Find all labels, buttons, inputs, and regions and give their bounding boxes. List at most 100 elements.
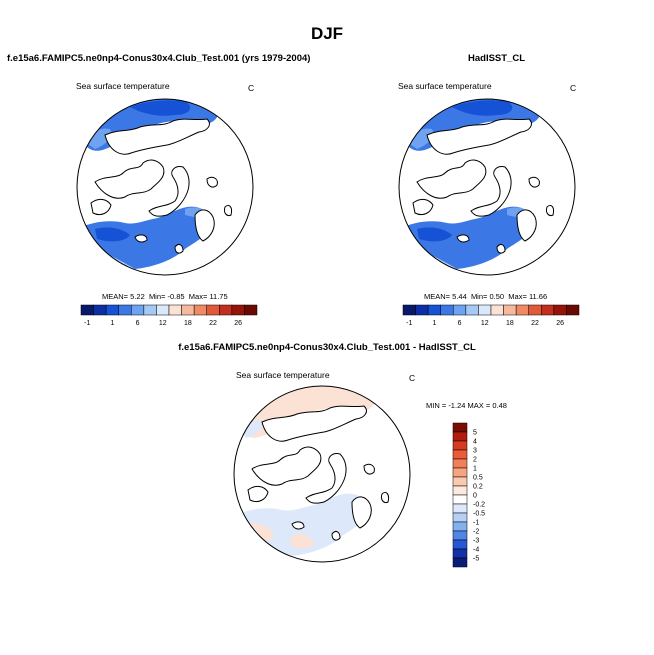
colorbar-swatch (118, 304, 132, 316)
colorbar-tick-label: 3 (473, 448, 477, 455)
colorbar-tick-label: -0.2 (473, 502, 485, 509)
coast-scandinavia (351, 496, 372, 529)
colorbar-swatch (105, 304, 119, 316)
colorbar-tick-label: 22 (531, 320, 539, 327)
map-border (398, 98, 576, 276)
colorbar-tick-label: -5 (473, 556, 479, 563)
colorbar-swatch (131, 304, 145, 316)
colorbar-swatch (553, 304, 567, 316)
colorbar-swatch (566, 304, 580, 316)
diff-north-pacific-negative (240, 420, 264, 438)
coast-hudson-bay (247, 485, 269, 503)
colorbar-swatch (503, 304, 517, 316)
coast-eurasia-north (426, 118, 532, 155)
colorbar-tick-label: 0 (473, 493, 477, 500)
coast-iceland (134, 234, 148, 243)
colorbar-swatch (465, 304, 479, 316)
coast-iceland (456, 234, 470, 243)
min-value: -1.24 (448, 401, 466, 410)
colorbar-tick-label: -1 (406, 320, 412, 327)
colorbar-swatch (452, 521, 468, 532)
coast-eurasia-north (261, 405, 367, 442)
coast-svalbard (363, 463, 375, 475)
max-label: Max= (508, 292, 527, 301)
max-value: 0.48 (492, 401, 507, 410)
colorbar-swatch (452, 467, 468, 478)
colorbar-swatch (219, 304, 233, 316)
coast-british-isles (174, 243, 184, 254)
panel-title-diff: f.e15a6.FAMIPC5.ne0np4-Conus30x4.Club_Te… (178, 342, 476, 353)
colorbar-swatch (452, 503, 468, 514)
variable-label-diff: Sea surface temperature (236, 370, 330, 380)
colorbar-tick-label: -4 (473, 547, 479, 554)
units-label-obs: C (570, 83, 577, 93)
colorbar-tick-label: -1 (84, 320, 90, 327)
coast-canadian-islands (416, 159, 487, 199)
colorbar-tick-label: 4 (473, 439, 477, 446)
colorbar-swatch (244, 304, 258, 316)
panel-title-obs: HadISST_CL (468, 53, 526, 64)
colorbar-tick-label: 12 (481, 320, 489, 327)
min-label: Min= (470, 292, 488, 301)
colorbar-tick-label: -3 (473, 538, 479, 545)
colorbar-tick-label: 2 (473, 457, 477, 464)
colorbar-swatch (415, 304, 429, 316)
colorbar-swatch (427, 304, 441, 316)
colorbar-tick-label: 6 (136, 320, 140, 327)
colorbar-swatch (206, 304, 220, 316)
colorbar-swatch (515, 304, 529, 316)
colorbar-swatch (452, 449, 468, 460)
max-label: Max= (188, 292, 208, 301)
mean-label: MEAN= (102, 292, 129, 301)
colorbar-swatch (93, 304, 107, 316)
map-border (233, 385, 411, 563)
colorbar-tick-label: -1 (473, 520, 479, 527)
colorbar-swatch (541, 304, 555, 316)
panel-title-model: f.e15a6.FAMIPC5.ne0np4-Conus30x4.Club_Te… (7, 53, 311, 64)
colorbar-swatch (143, 304, 157, 316)
colorbar-swatch (478, 304, 492, 316)
colorbar-obs: -1161218222629 (402, 304, 580, 327)
colorbar-swatch (452, 440, 468, 451)
coast-novaya-zemlya (224, 204, 232, 216)
colorbar-swatch (452, 485, 468, 496)
coast-scandinavia (194, 209, 215, 242)
map-diff (233, 385, 411, 563)
colorbar-swatch (452, 494, 468, 505)
mean-value: 5.44 (452, 292, 467, 301)
colorbar-tick-label: -2 (473, 529, 479, 536)
colorbar-swatch (452, 422, 468, 433)
colorbar-tick-label: 18 (184, 320, 192, 327)
min-value: 0.50 (489, 292, 505, 301)
stats-obs: MEAN= 5.44 Min= 0.50 Max= 11.66 (424, 292, 547, 301)
colorbar-swatch (452, 458, 468, 469)
stats-model: MEAN= 5.22 Min= -0.85 Max= 11.75 (102, 292, 228, 301)
colorbar-model: -1161218222629 (80, 304, 258, 327)
mean-label: MEAN= (424, 292, 451, 301)
colorbar-swatch (452, 512, 468, 523)
sst-atlantic-cold (417, 227, 452, 242)
coast-iceland (291, 521, 305, 530)
coast-greenland (148, 166, 190, 217)
coast-canadian-islands (94, 159, 165, 199)
colorbar-tick-label: -0.5 (473, 511, 485, 518)
coast-svalbard (528, 176, 540, 188)
max-value: 11.75 (209, 292, 228, 301)
coastlines (90, 118, 232, 254)
colorbar-tick-label: 1 (473, 466, 477, 473)
colorbar-swatch (440, 304, 454, 316)
sst-atlantic-cold (95, 227, 130, 242)
colorbar-tick-label: 26 (556, 320, 564, 327)
variable-label-obs: Sea surface temperature (398, 81, 492, 91)
colorbar-swatch (452, 548, 468, 559)
coast-hudson-bay (90, 198, 112, 216)
colorbar-swatch (452, 539, 468, 550)
colorbar-swatch (402, 304, 416, 316)
coast-hudson-bay (412, 198, 434, 216)
colorbar-tick-label: 0.5 (473, 475, 483, 482)
colorbar-swatch (452, 476, 468, 487)
min-label: Min= (148, 292, 166, 301)
colorbar-swatch (231, 304, 245, 316)
colorbar-swatch (452, 431, 468, 442)
coast-scandinavia (516, 209, 537, 242)
